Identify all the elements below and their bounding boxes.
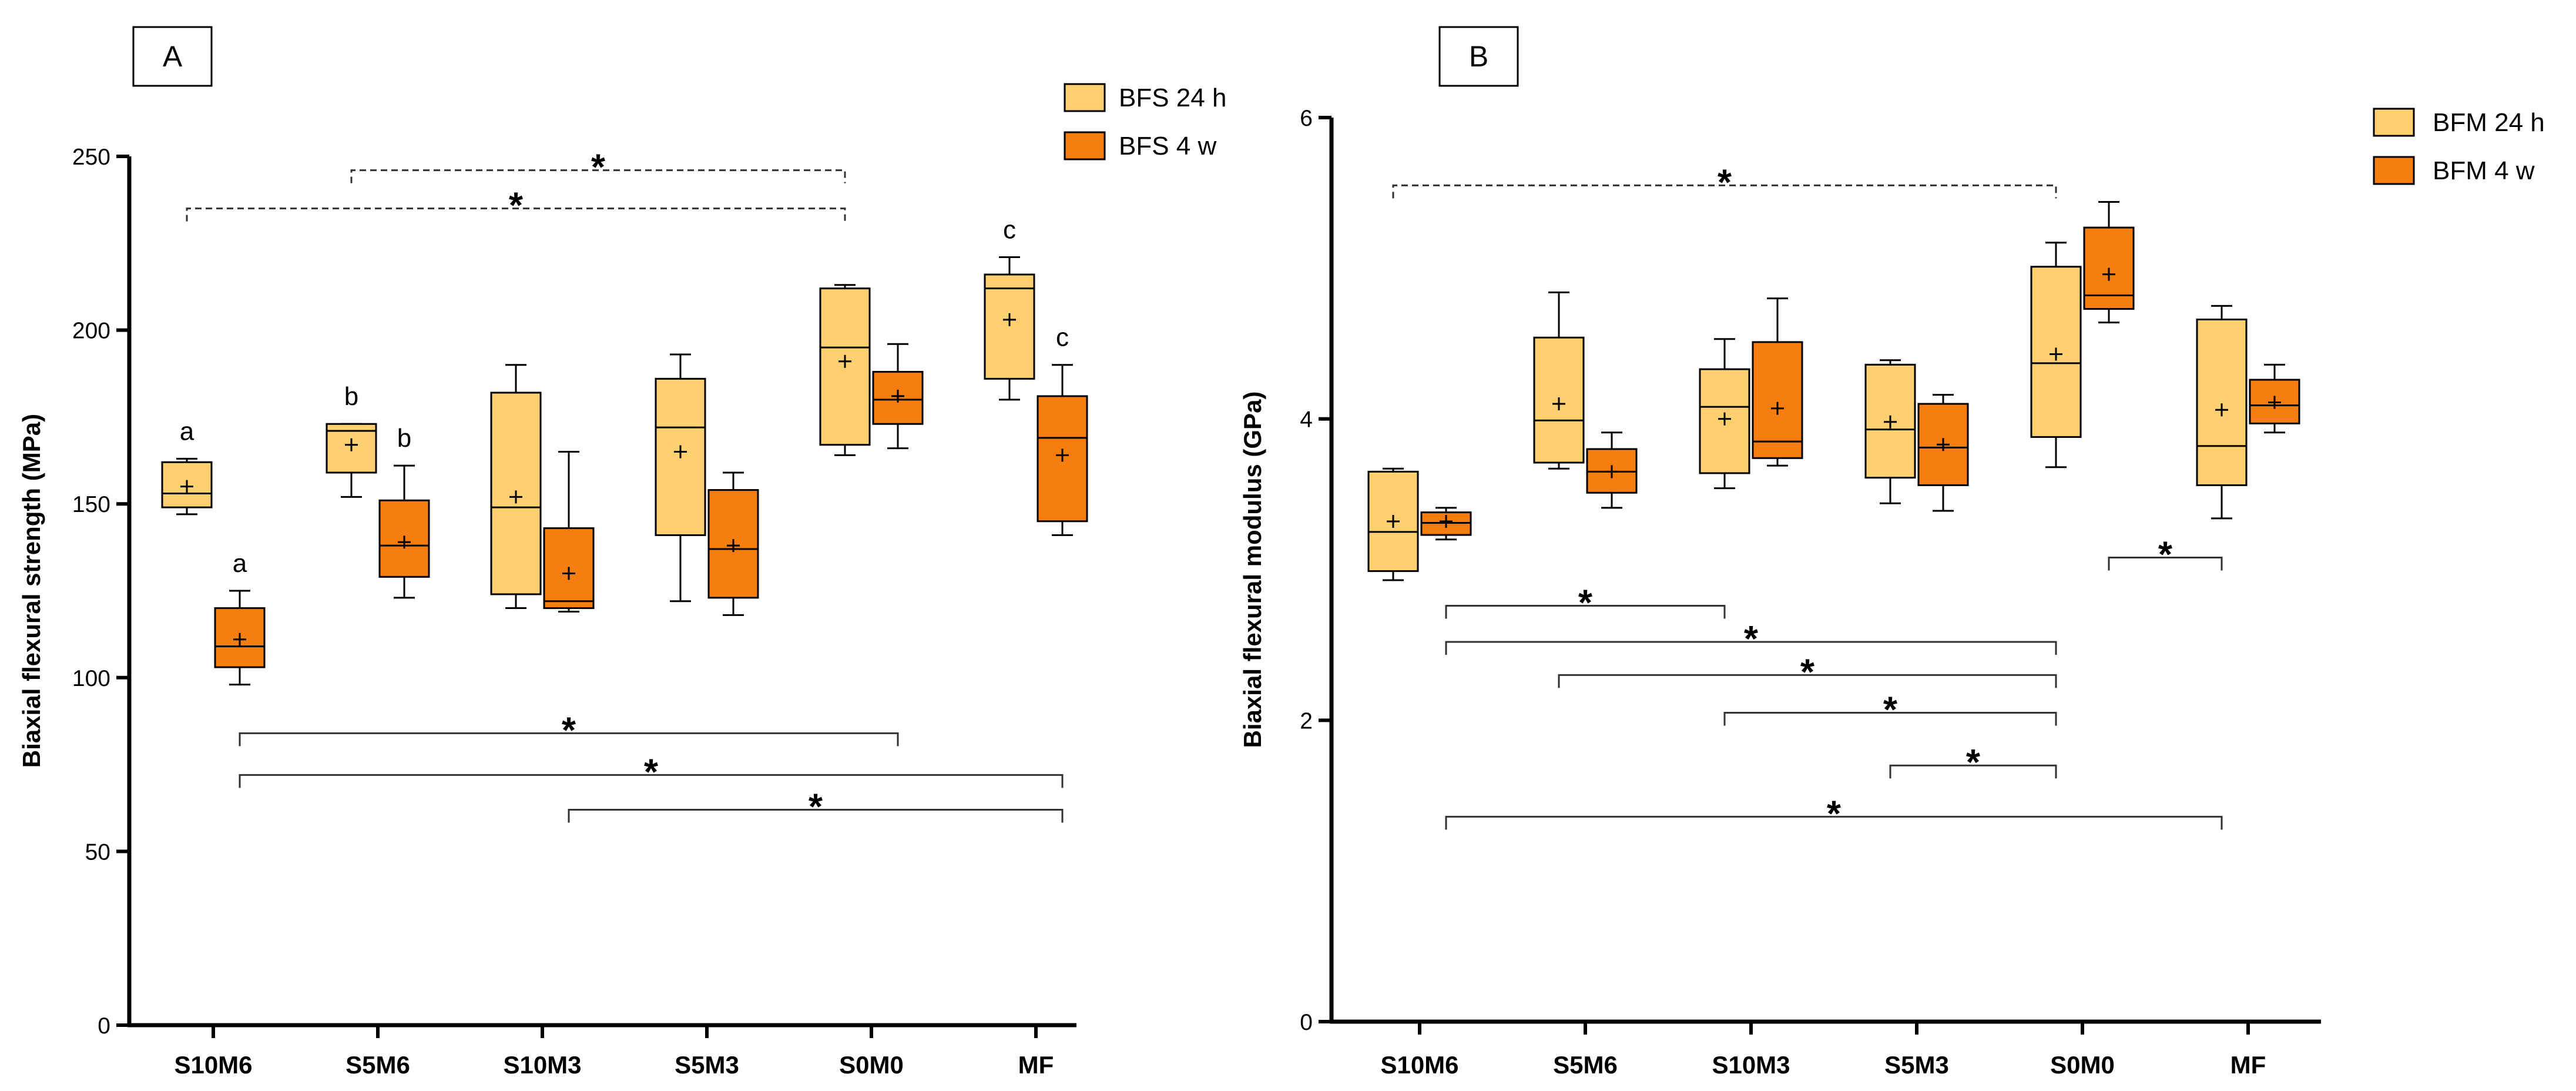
group-letter: c [1003,215,1016,244]
x-category-label: S10M6 [1380,1051,1458,1079]
legend-label: BFM 4 w [2433,156,2535,185]
y-tick-label: 250 [72,145,110,170]
significance-bracket [1445,605,1726,619]
panel-label-box [1438,26,1519,87]
significance-star: * [1827,794,1842,834]
legend-swatch [2373,108,2415,137]
significance-bracket [1723,712,2057,726]
y-tick-label: 0 [1300,1010,1313,1035]
legend-swatch [1064,83,1106,112]
x-category-label: MF [2230,1051,2266,1079]
significance-star: * [2158,534,2173,575]
y-tick-label: 50 [85,839,110,865]
legend-label: BFS 24 h [1119,83,1226,112]
significance-star: * [1800,652,1815,692]
box [1752,341,1803,459]
legend-swatch [2373,156,2415,185]
significance-bracket [1445,815,2223,830]
panel-label: B [1469,40,1488,73]
significance-star: * [809,787,823,827]
significance-bracket [239,732,899,747]
significance-star: * [1578,583,1593,624]
y-tick-label: 200 [72,319,110,344]
y-tick-label: 0 [98,1013,110,1039]
significance-bracket [239,774,1064,788]
y-tick-label: 6 [1300,106,1313,131]
box [2196,318,2248,486]
significance-star: * [1744,619,1759,660]
x-category-label: S0M0 [839,1051,904,1079]
y-tick-label: 4 [1300,407,1313,433]
y-tick-label: 100 [72,666,110,691]
significance-bracket [2108,556,2223,571]
panel-a: A 0 50 100 150 200 250 Biaxial flexural strengt… [18,26,1226,1079]
significance-star: * [644,752,659,792]
group-letter: a [233,549,247,578]
y-tick-label: 150 [72,492,110,517]
group-letter: b [344,382,358,411]
significance-bracket [186,208,846,222]
x-category-label: S10M3 [1712,1051,1790,1079]
box [819,287,871,446]
significance-bracket [568,808,1064,823]
significance-star: * [509,186,524,226]
significance-star: * [562,710,576,751]
group-letter: b [397,424,411,453]
x-category-label: S10M6 [174,1051,252,1079]
significance-bracket [350,169,846,183]
x-category-label: S5M6 [1553,1051,1618,1079]
panel-label: A [163,40,183,73]
y-axis-title: Biaxial flexural strength (MPa) [18,414,45,768]
x-category-label: MF [1018,1051,1054,1079]
group-letter: c [1056,323,1069,352]
significance-bracket [1445,641,2057,655]
significance-star: * [1718,162,1732,203]
x-category-label: S5M6 [346,1051,410,1079]
x-category-label: S0M0 [2050,1051,2115,1079]
box [161,461,213,508]
significance-star: * [1966,742,1981,783]
legend-label: BFS 4 w [1119,132,1216,160]
significance-bracket [1392,184,2057,199]
y-axis-title: Biaxial flexural modulus (GPa) [1239,391,1266,748]
significance-bracket [1558,674,2057,688]
x-category-label: S10M3 [503,1051,581,1079]
group-letter: a [180,417,194,446]
significance-bracket [1889,764,2057,779]
x-category-label: S5M3 [1884,1051,1949,1079]
y-tick-label: 2 [1300,708,1313,734]
panel-label-box [132,26,213,87]
panel-b: B 0 2 4 6 Biaxial flexural modulus (GPa) S10M6… [1239,26,2545,1079]
legend-label: BFM 24 h [2433,108,2545,137]
legend-swatch [1064,131,1106,160]
x-category-label: S5M3 [675,1051,739,1079]
box [984,273,1035,380]
significance-star: * [591,148,606,188]
significance-star: * [1883,690,1898,731]
